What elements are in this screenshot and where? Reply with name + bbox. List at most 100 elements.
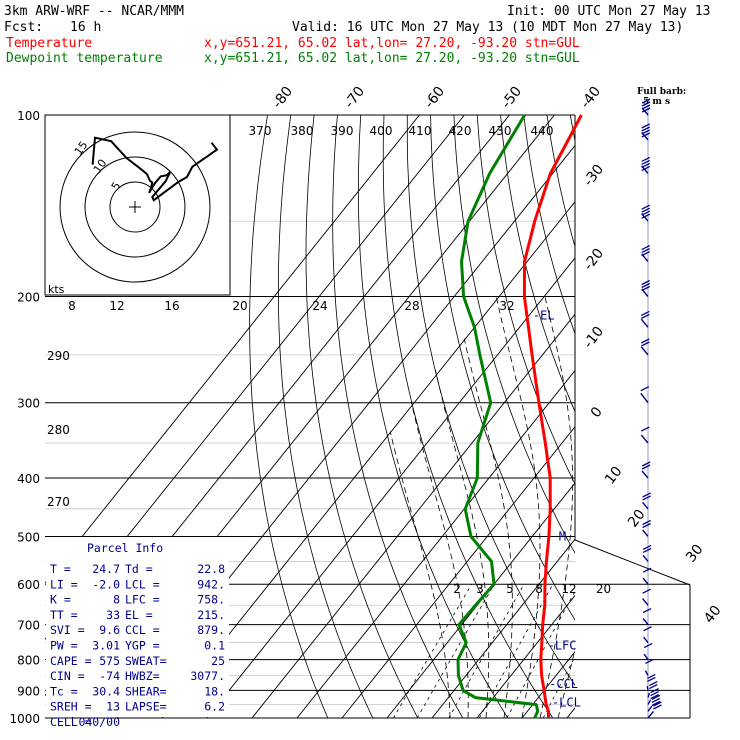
dry-adiabat-420	[664, 115, 740, 718]
parcel-row-2-col-2: LFC =	[125, 593, 160, 607]
theta-label-430: 430	[489, 124, 512, 138]
hodograph-kts-label: kts	[48, 283, 65, 296]
isotherm-label-0: 0	[588, 404, 606, 421]
parcel-row-2-col-1: 8	[113, 593, 120, 607]
dry-adiabat-320	[430, 115, 575, 621]
speed-label-16: 16	[164, 299, 179, 313]
wind-barb-125	[641, 156, 650, 174]
theta-label-440: 440	[531, 124, 554, 138]
wind-barbs	[640, 98, 662, 719]
isotherm--50	[206, 257, 575, 718]
pressure-label-400: 400	[17, 472, 40, 486]
parcel-row-9-col-3: 6.2	[204, 700, 225, 714]
mixing-ratio-label-5: 5	[506, 582, 514, 596]
parcel-row-8-col-0: Tc =	[50, 684, 78, 698]
hodograph-ring-1	[109, 181, 161, 233]
wind-barb-975	[647, 694, 661, 712]
isotherm-label--70: -70	[342, 84, 369, 112]
dry-adiabat-280	[332, 115, 464, 718]
parcel-row-10-col-1: 040/00	[78, 715, 120, 729]
wind-barb-1000	[647, 701, 662, 719]
mixing-ratio-label-8: 8	[535, 582, 543, 596]
wind-barb-700	[642, 608, 652, 626]
dry-adiabat-260	[278, 115, 374, 718]
barb-note-1: Full barb:	[637, 87, 686, 97]
level-marker-lcl: -LCL	[552, 695, 581, 709]
isotherm-label--10: -10	[581, 324, 608, 352]
parcel-row-4-col-2: CCL =	[125, 623, 160, 637]
theta-label-380: 380	[291, 124, 314, 138]
isotherm-label--80: -80	[270, 84, 297, 112]
parcel-row-7-col-3: 3077.	[190, 669, 225, 683]
speed-label-20: 20	[232, 299, 247, 313]
pressure-label-500: 500	[17, 530, 40, 544]
isotherm-label-30: 30	[683, 542, 707, 566]
moist-adiabat-24	[539, 296, 573, 718]
moist-adiabat-4	[389, 431, 451, 718]
model-title: 3km ARW-WRF -- NCAR/MMM	[4, 4, 184, 19]
theta-label-370: 370	[249, 124, 272, 138]
parcel-row-1-col-0: LI =	[50, 577, 78, 591]
parcel-row-2-col-0: K =	[50, 593, 71, 607]
level-marker-el: -EL	[533, 309, 555, 323]
dry-adiabat-450	[733, 115, 740, 718]
parcel-row-8-col-2: SHEAR=	[125, 684, 167, 698]
theta-label-410: 410	[409, 124, 432, 138]
wind-barb-110	[641, 123, 650, 141]
sounding-curves	[456, 114, 583, 719]
isotherm--40	[251, 313, 575, 718]
header: 3km ARW-WRF -- NCAR/MMM Init: 00 UTC Mon…	[4, 4, 711, 107]
parcel-row-3-col-1: 33	[106, 608, 120, 622]
parcel-row-0-col-0: T =	[50, 562, 71, 576]
temperature-legend: Temperature	[6, 36, 92, 51]
speed-label-24: 24	[312, 299, 327, 313]
pressure-label-700: 700	[17, 619, 40, 633]
level-marker-ccl: -CCL	[549, 677, 578, 691]
pressure-label-100: 100	[17, 109, 40, 123]
mixing-ratio-label-12: 12	[561, 582, 576, 596]
isotherm-10	[476, 594, 575, 718]
dry-adiabat-290	[358, 115, 509, 718]
parcel-row-1-col-1: -2.0	[92, 577, 120, 591]
parcel-row-3-col-3: 215.	[197, 608, 225, 622]
parcel-row-6-col-3: 25	[211, 654, 225, 668]
isotherm-label--60: -60	[422, 84, 449, 112]
wind-barb-200	[641, 279, 650, 297]
temperature-location: x,y=651.21, 65.02 lat,lon= 27.20, -93.20…	[204, 36, 580, 51]
wind-barb-100	[641, 98, 651, 116]
level-marker-lfc: -LFC	[548, 638, 577, 652]
wind-barb-600	[642, 567, 652, 585]
parcel-row-5-col-1: 3.01	[92, 639, 120, 653]
theta-label-420: 420	[449, 124, 472, 138]
dry-adiabat-300	[382, 115, 554, 718]
parcel-row-4-col-0: SVI =	[50, 623, 85, 637]
isotherm--30	[296, 369, 575, 718]
parcel-row-0-col-1: 24.7	[92, 562, 120, 576]
dry-adiabat-360	[523, 115, 575, 335]
parcel-row-3-col-0: TT =	[50, 608, 78, 622]
parcel-row-4-col-1: 9.6	[99, 623, 120, 637]
mixing-ratio-5	[448, 584, 525, 718]
parcel-row-0-col-2: Td =	[125, 562, 153, 576]
isotherm-40	[612, 115, 740, 718]
theta-label-270: 270	[47, 495, 70, 509]
dewpoint-curve	[456, 114, 540, 719]
parcel-row-10-col-0: CELL =	[50, 715, 92, 729]
mixing-ratio-label-3: 3	[476, 582, 484, 596]
moist-adiabat-28	[557, 647, 575, 718]
dry-adiabat-400	[617, 115, 740, 718]
hodograph-trace	[91, 136, 219, 202]
parcel-row-1-col-2: LCL =	[125, 577, 160, 591]
plot-right-border	[574, 115, 691, 718]
dry-adiabat-330	[453, 115, 575, 554]
parcel-info-title: Parcel Info	[87, 541, 163, 555]
parcel-row-5-col-3: 0.1	[204, 639, 225, 653]
pressure-label-600: 600	[17, 578, 40, 592]
isotherm-0	[431, 538, 575, 718]
init-time: Init: 00 UTC Mon 27 May 13	[507, 4, 711, 19]
mixing-ratio-label-2: 2	[453, 582, 461, 596]
parcel-row-9-col-0: SREH =	[50, 700, 92, 714]
speed-label-28: 28	[404, 299, 419, 313]
